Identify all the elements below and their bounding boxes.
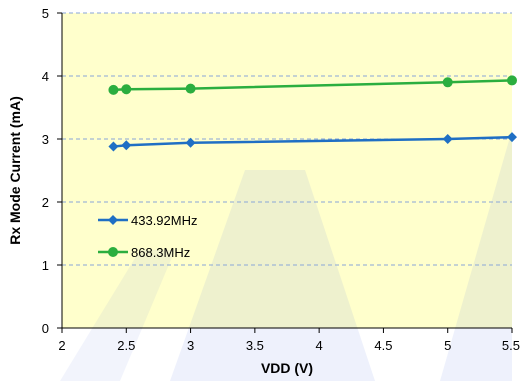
- data-point-s0-2: [185, 137, 196, 148]
- y-tick-label-0: 0: [42, 321, 49, 336]
- x-tick-label-3.5: 3.5: [246, 338, 264, 353]
- data-point-s0-1: [121, 140, 132, 151]
- legend-label-0: 433.92MHz: [131, 213, 197, 228]
- data-point-s1-4: [507, 75, 517, 86]
- data-point-s1-3: [442, 77, 453, 88]
- y-tick-label-2: 2: [42, 195, 49, 210]
- legend-label-1: 868.3MHz: [131, 245, 190, 260]
- legend-marker-0: [108, 215, 118, 225]
- x-tick-label-5.5: 5.5: [502, 338, 520, 353]
- data-point-s0-3: [442, 134, 453, 144]
- x-tick-label-4.5: 4.5: [374, 338, 392, 353]
- y-tick-label-3: 3: [42, 132, 49, 147]
- x-tick-label-4: 4: [316, 338, 323, 353]
- y-tick-label-5: 5: [42, 6, 49, 21]
- data-point-s1-0: [108, 84, 119, 95]
- plot-area: [62, 13, 512, 328]
- y-tick-label-4: 4: [42, 69, 49, 84]
- x-tick-label-2: 2: [58, 338, 65, 353]
- y-axis-title: Rx Mode Current (mA): [7, 96, 23, 245]
- data-point-s1-1: [121, 84, 132, 95]
- data-point-s0-4: [507, 132, 517, 143]
- data-point-s1-2: [185, 83, 196, 94]
- x-tick-label-5: 5: [444, 338, 451, 353]
- x-tick-label-3: 3: [187, 338, 194, 353]
- x-axis-title: VDD (V): [261, 360, 313, 376]
- legend-marker-1: [108, 247, 118, 257]
- data-point-s0-0: [108, 141, 119, 152]
- y-tick-label-1: 1: [42, 258, 49, 273]
- x-tick-label-2.5: 2.5: [117, 338, 135, 353]
